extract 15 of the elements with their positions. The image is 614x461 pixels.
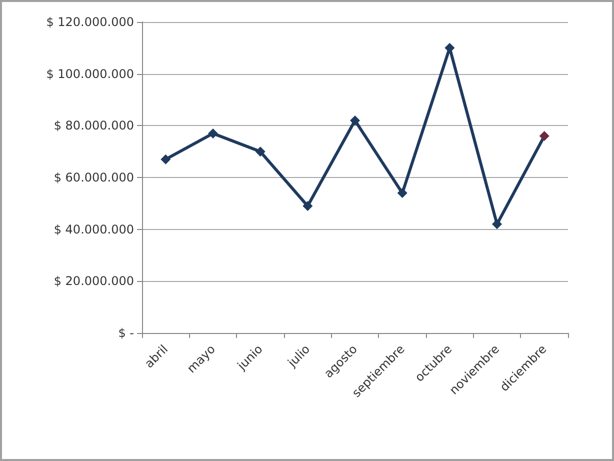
y-tick-label: $ 120.000.000: [46, 15, 134, 29]
y-tick-label: $ 20.000.000: [54, 274, 134, 288]
y-tick-label: $ 80.000.000: [54, 118, 134, 133]
point: [160, 154, 171, 164]
y-tick-label: $ 60.000.000: [54, 170, 134, 184]
point: [208, 128, 218, 138]
y-tick-label: $ 100.000.000: [46, 66, 134, 81]
point: [397, 188, 408, 198]
point: [350, 115, 360, 126]
point: [255, 146, 266, 157]
point: [492, 219, 502, 230]
point: [539, 131, 550, 142]
point: [302, 201, 313, 212]
y-tick-label: $ 40.000.000: [54, 222, 134, 236]
y-tick-label: $ -: [118, 326, 134, 340]
